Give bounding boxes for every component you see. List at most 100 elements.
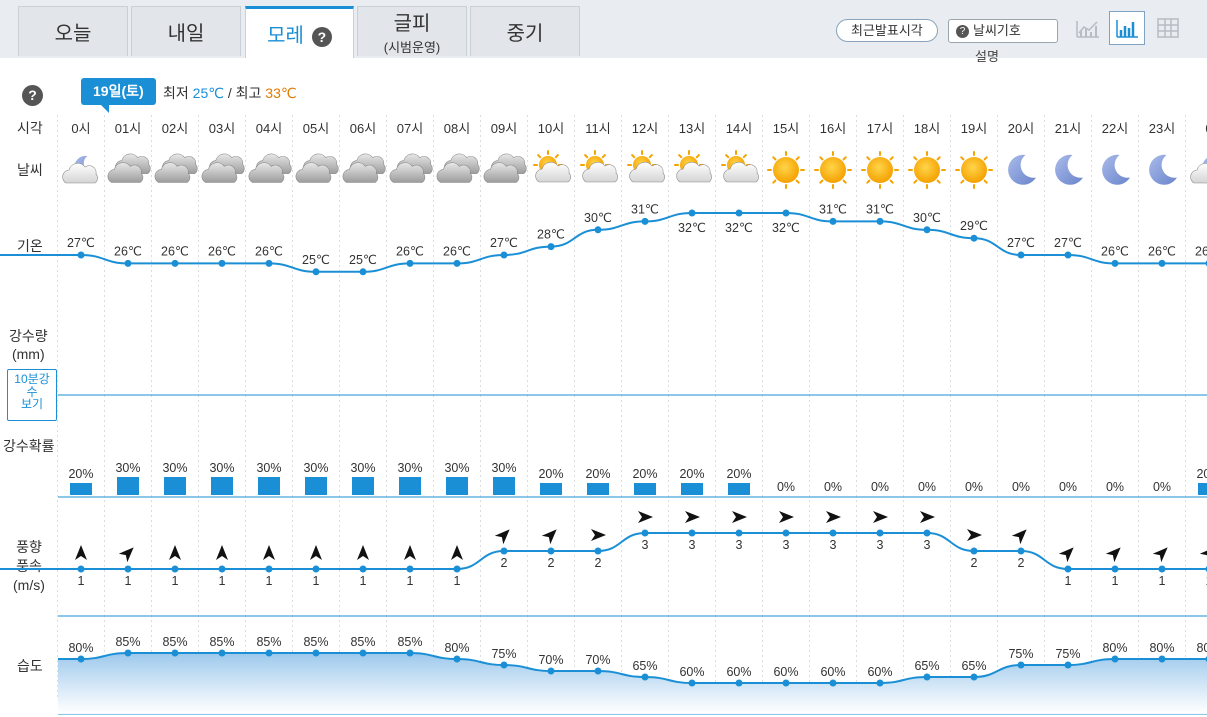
bar-chart-view-icon[interactable]: [1109, 11, 1145, 45]
temperature-label: 26℃: [1101, 244, 1129, 258]
humidity-point: [876, 679, 884, 687]
humidity-label: 80%: [68, 641, 93, 655]
precip-probability-label: 20%: [585, 467, 610, 481]
wind-direction-arrow-icon: [1105, 547, 1121, 563]
wind-speed-point: [1158, 565, 1166, 573]
wind-speed-label: 1: [219, 574, 226, 588]
ten-minute-rain-line: 10분강: [14, 372, 50, 386]
wind-speed-label: 1: [78, 574, 85, 588]
sun-ray: [795, 179, 800, 184]
wind-speed-point: [547, 547, 555, 555]
wind-direction-arrow-icon: [638, 511, 653, 523]
sun-disc: [914, 157, 940, 183]
tab-5[interactable]: 중기: [470, 6, 580, 56]
precip-probability-label: 20%: [679, 467, 704, 481]
precipitation-unit: (mm): [11, 346, 45, 362]
wind-speed-label: 1: [172, 574, 179, 588]
temperature-label: 26℃: [1148, 244, 1176, 258]
sun-cloud-icon: [721, 150, 759, 183]
precip-probability-label: 20%: [1196, 467, 1207, 481]
sun-disc: [773, 157, 799, 183]
help-icon[interactable]: ?: [22, 85, 43, 106]
wind-speed-label: 1: [1065, 574, 1072, 588]
legend-button-label: 날씨기호: [973, 23, 1021, 38]
hour-label: 19시: [961, 121, 987, 136]
humidity-point: [77, 655, 85, 663]
precip-probability-bar: [493, 477, 515, 495]
wind-direction-arrow-icon: [451, 545, 463, 560]
precip-probability-label: 0%: [1153, 480, 1171, 494]
humidity-label: 85%: [303, 635, 328, 649]
precip-probability-label: 30%: [209, 461, 234, 475]
moon-cloud-icon: [62, 155, 98, 184]
ten-minute-rain-button[interactable]: 10분강 수 보기: [7, 369, 57, 421]
legend-sub-label: 설명: [975, 49, 999, 64]
precip-probability-bar: [1198, 483, 1207, 495]
wind-speed-point: [500, 547, 508, 555]
wind-speed-label: 1: [313, 574, 320, 588]
tab-2[interactable]: 내일: [131, 6, 241, 56]
precip-probability-label: 20%: [68, 467, 93, 481]
temperature-label: 32℃: [772, 221, 800, 235]
wind-direction-arrow-icon: [263, 545, 275, 560]
tab-label: 중기: [506, 23, 544, 45]
precip-probability-bar: [634, 483, 656, 495]
precip-probability-label: 0%: [1012, 480, 1030, 494]
sun-icon: [861, 151, 899, 189]
row-label-precip-probability: 강수확률: [3, 438, 55, 454]
temperature-label: 28℃: [537, 228, 565, 242]
precip-probability-label: 20%: [538, 467, 563, 481]
humidity-area: [58, 653, 1207, 714]
wind-direction-arrow-icon: [1152, 547, 1168, 563]
temperature-label: 27℃: [490, 236, 518, 250]
help-icon[interactable]: ?: [311, 26, 332, 47]
humidity-label: 60%: [773, 665, 798, 679]
tab-1[interactable]: 오늘: [18, 6, 128, 56]
sun-ray: [678, 154, 683, 159]
line-chart-view-icon[interactable]: [1070, 11, 1106, 45]
hour-label: 08시: [444, 121, 470, 136]
tab-sublabel: (시범운영): [383, 40, 441, 55]
sun-ray: [960, 179, 965, 184]
wind-direction-arrow-icon: [404, 545, 416, 560]
temperature-point: [406, 259, 414, 267]
precip-probability-label: 20%: [632, 467, 657, 481]
wind-unit-label: (m/s): [13, 577, 45, 593]
wind-direction-arrow-icon: [75, 545, 87, 560]
precip-probability-bar: [305, 477, 327, 495]
table-view-icon[interactable]: [1150, 11, 1186, 45]
hour-label: 12시: [632, 121, 658, 136]
humidity-point: [453, 655, 461, 663]
humidity-label: 70%: [585, 653, 610, 667]
temperature-label: 25℃: [349, 253, 377, 267]
precip-probability-label: 20%: [726, 467, 751, 481]
wind-speed-label: 3: [924, 538, 931, 552]
humidity-label: 65%: [961, 659, 986, 673]
tab-4[interactable]: 글피 (시범운영): [357, 6, 467, 56]
humidity-label: 80%: [1102, 641, 1127, 655]
precip-probability-label: 0%: [824, 480, 842, 494]
cloudy-icon: [342, 153, 386, 183]
cloudy-icon: [389, 153, 433, 183]
wind-speed-label: 1: [266, 574, 273, 588]
sun-cloud-icon: [533, 150, 571, 183]
sun-ray: [913, 156, 918, 161]
hour-label: 04시: [256, 121, 282, 136]
humidity-point: [1064, 661, 1072, 669]
recent-forecast-time-button[interactable]: 최근발표시각: [836, 19, 938, 42]
sun-ray: [725, 154, 730, 159]
hour-label: 21시: [1055, 121, 1081, 136]
wind-speed-label: 2: [595, 556, 602, 570]
sun-ray: [936, 179, 941, 184]
humidity-label: 75%: [1008, 647, 1033, 661]
max-temp: 33℃: [265, 85, 297, 101]
moon-cloud-icon: [1190, 158, 1207, 184]
temperature-label: 26℃: [114, 244, 142, 258]
humidity-point: [923, 673, 931, 681]
tab-3[interactable]: 모레?: [245, 6, 354, 58]
weather-symbol-legend-button[interactable]: ? 날씨기호: [948, 19, 1058, 43]
hour-label: 02시: [162, 121, 188, 136]
wind-speed-label: 1: [1159, 574, 1166, 588]
cloud-shape: [62, 162, 98, 184]
cloud-shape: [436, 162, 473, 183]
